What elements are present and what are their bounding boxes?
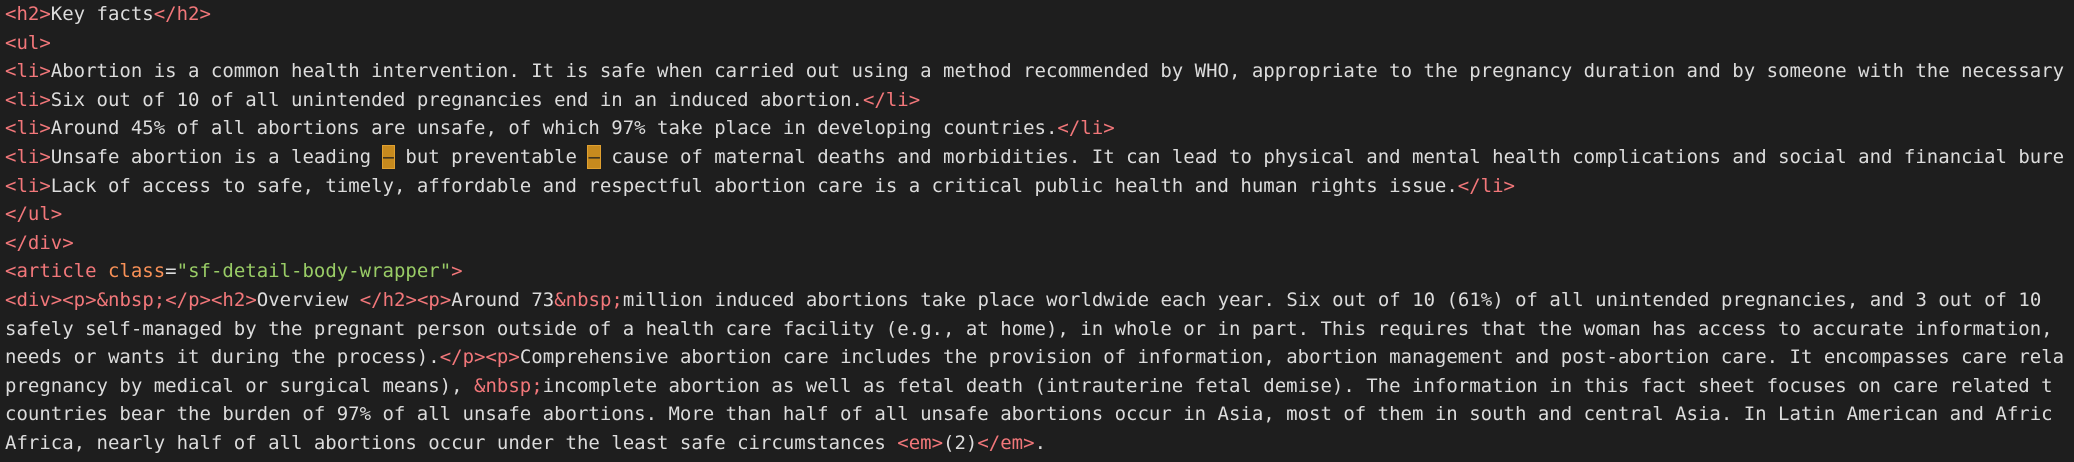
code-line: <li>Unsafe abortion is a leading – but p…: [5, 144, 2065, 169]
code-line: <li>Lack of access to safe, timely, affo…: [5, 174, 1515, 197]
code-line: <h2>Key facts</h2>: [5, 3, 211, 25]
code-line: </ul>: [5, 203, 63, 226]
code-line: <ul>: [5, 31, 51, 54]
code-line: <li>Abortion is a common health interven…: [5, 60, 2065, 83]
code-line: <li>Six out of 10 of all unintended preg…: [5, 88, 921, 111]
code-line: needs or wants it during the process).</…: [5, 346, 2065, 369]
code-line: countries bear the burden of 97% of all …: [5, 403, 2053, 426]
code-line: safely self-managed by the pregnant pers…: [5, 317, 2053, 340]
code-line: <article class="sf-detail-body-wrapper">: [5, 260, 463, 283]
code-line: </div>: [5, 231, 74, 254]
code-line: <li>Around 45% of all abortions are unsa…: [5, 117, 1115, 140]
code-line: pregnancy by medical or surgical means),…: [5, 374, 2053, 397]
code-line: Africa, nearly half of all abortions occ…: [5, 431, 1047, 454]
code-line: <div><p>&nbsp;</p><h2>Overview </h2><p>A…: [5, 288, 2042, 311]
